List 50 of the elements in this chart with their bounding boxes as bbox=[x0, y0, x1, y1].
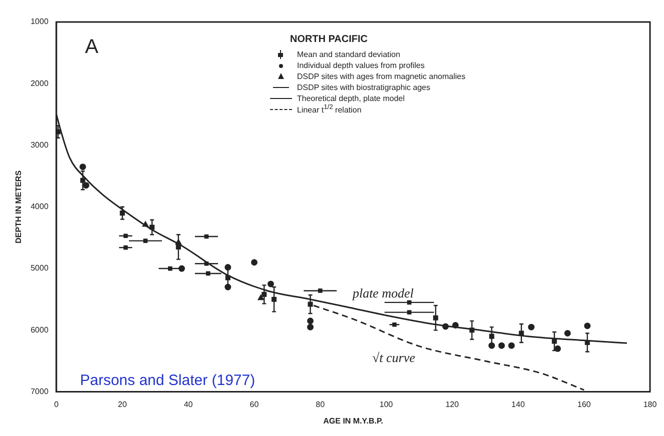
point bbox=[307, 324, 314, 330]
point bbox=[251, 259, 258, 266]
point bbox=[508, 342, 515, 349]
point bbox=[80, 164, 86, 170]
point bbox=[82, 182, 90, 189]
legend-label: Mean and standard deviation bbox=[297, 50, 400, 59]
point bbox=[123, 234, 128, 238]
point bbox=[150, 224, 155, 230]
point bbox=[552, 338, 557, 344]
y-tick-label: 7000 bbox=[30, 387, 49, 396]
point bbox=[554, 345, 561, 352]
x-tick-label: 100 bbox=[379, 400, 394, 409]
point bbox=[258, 294, 264, 300]
x-tick-label: 160 bbox=[577, 400, 592, 409]
y-tick-label: 1000 bbox=[30, 17, 49, 26]
point bbox=[452, 322, 459, 328]
y-tick-label: 2000 bbox=[30, 78, 49, 88]
legend-label: Individual depth values from profiles bbox=[297, 61, 425, 70]
x-tick-label: 60 bbox=[250, 400, 260, 409]
point bbox=[584, 322, 591, 330]
y-tick-label: 6000 bbox=[30, 325, 49, 334]
annotation: Parsons and Slater (1977) bbox=[80, 372, 256, 389]
x-tick-label: 180 bbox=[643, 400, 658, 409]
x-tick-label: 140 bbox=[511, 400, 526, 409]
x-tick-label: 20 bbox=[118, 400, 128, 409]
point bbox=[268, 280, 274, 288]
legend-title: NORTH PACIFIC bbox=[290, 34, 369, 45]
legend-label: DSDP sites with ages from magnetic anomalies bbox=[297, 72, 466, 81]
annotation: plate model bbox=[352, 285, 414, 300]
annotation: √t curve bbox=[372, 350, 416, 366]
y-axis-title: DEPTH IN METERS bbox=[14, 170, 24, 244]
point bbox=[518, 330, 524, 336]
point bbox=[307, 318, 314, 324]
point bbox=[528, 324, 535, 330]
x-tick-label: 40 bbox=[184, 400, 194, 409]
x-tick-label: 120 bbox=[445, 400, 460, 409]
point bbox=[564, 330, 571, 336]
y-tick-label: 3000 bbox=[30, 140, 49, 150]
x-axis-title: AGE IN M.Y.B.P. bbox=[323, 416, 384, 426]
point bbox=[498, 342, 505, 349]
y-tick-label: 4000 bbox=[30, 202, 49, 212]
annotation: A bbox=[85, 36, 98, 59]
point bbox=[178, 265, 185, 272]
point bbox=[442, 323, 449, 330]
x-tick-label: 80 bbox=[316, 400, 326, 409]
legend-label: Theoretical depth, plate model bbox=[297, 94, 405, 103]
x-tick-label: 0 bbox=[54, 400, 60, 409]
legend-label: DSDP sites with biostratigraphic ages bbox=[297, 83, 430, 92]
y-tick-label: 5000 bbox=[30, 264, 49, 273]
legend-label: Linear t$^{1/2}$ relation bbox=[297, 104, 362, 115]
